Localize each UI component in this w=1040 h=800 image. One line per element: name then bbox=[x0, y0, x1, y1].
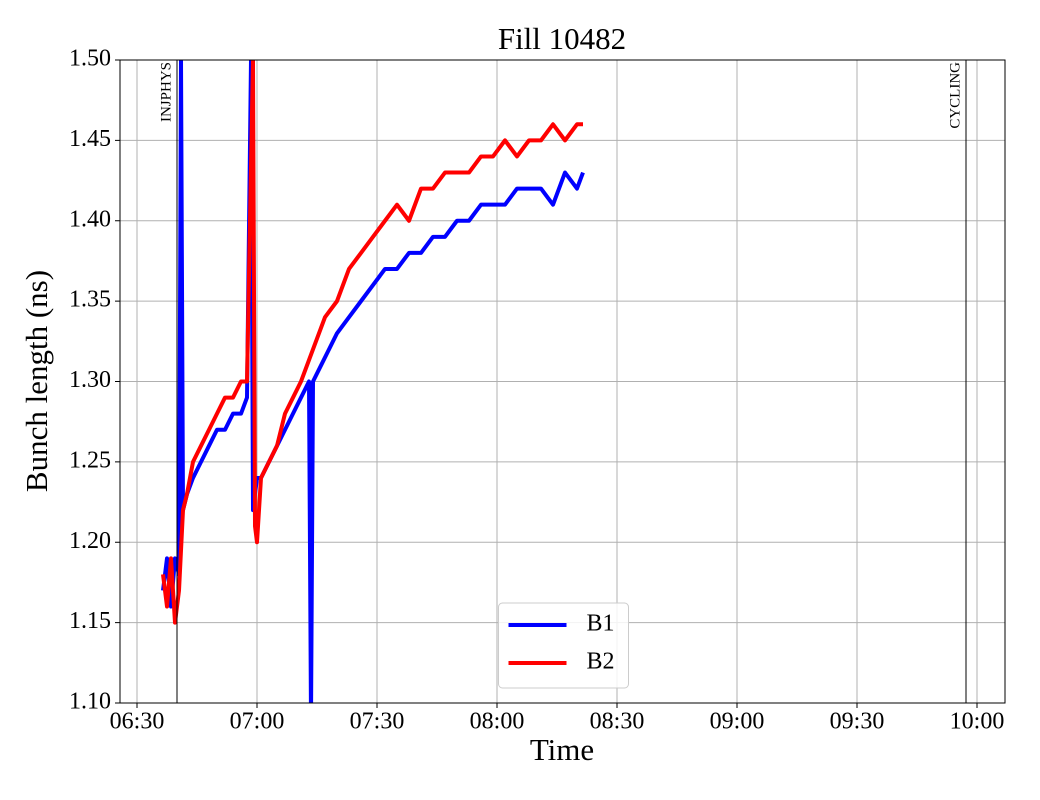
annotation-text: INJPHYS bbox=[158, 62, 174, 122]
x-tick-label: 07:30 bbox=[350, 709, 405, 735]
x-tick-label: 09:00 bbox=[710, 709, 765, 735]
line-series bbox=[161, 60, 585, 703]
x-tick-label: 08:30 bbox=[590, 709, 645, 735]
line-series bbox=[161, 60, 583, 625]
y-tick-label: 1.15 bbox=[69, 608, 111, 634]
y-tick-label: 1.20 bbox=[69, 528, 111, 554]
y-tick-label: 1.25 bbox=[69, 447, 111, 473]
overlay: INJPHYS CYCLING B1 B2 bbox=[158, 60, 967, 703]
y-tick-label: 1.40 bbox=[69, 206, 111, 232]
y-tick-label: 1.30 bbox=[69, 367, 111, 393]
grid: 1.10 1.15 1.20 1.25 1.30 1.35 1.40 1.45 1.50 06:3… bbox=[69, 46, 1005, 735]
legend-label: B2 bbox=[587, 649, 615, 675]
y-tick-label: 1.50 bbox=[69, 46, 111, 72]
legend-label: B1 bbox=[587, 611, 615, 637]
x-tick-label: 07:00 bbox=[230, 709, 285, 735]
y-tick-label: 1.45 bbox=[69, 126, 111, 152]
annotation-text: CYCLING bbox=[947, 62, 963, 129]
chart-title: Fill 10482 bbox=[498, 21, 626, 56]
x-tick-label: 10:00 bbox=[950, 709, 1005, 735]
plot-area bbox=[161, 60, 585, 703]
x-axis-label: Time bbox=[530, 732, 594, 767]
y-axis-label: Bunch length (ns) bbox=[19, 270, 54, 492]
axes-frame bbox=[119, 59, 1006, 704]
x-tick-label: 09:30 bbox=[830, 709, 885, 735]
y-tick-label: 1.35 bbox=[69, 287, 111, 313]
x-tick-label: 06:30 bbox=[110, 709, 165, 735]
y-tick-label: 1.10 bbox=[69, 689, 111, 715]
x-tick-label: 08:00 bbox=[470, 709, 525, 735]
